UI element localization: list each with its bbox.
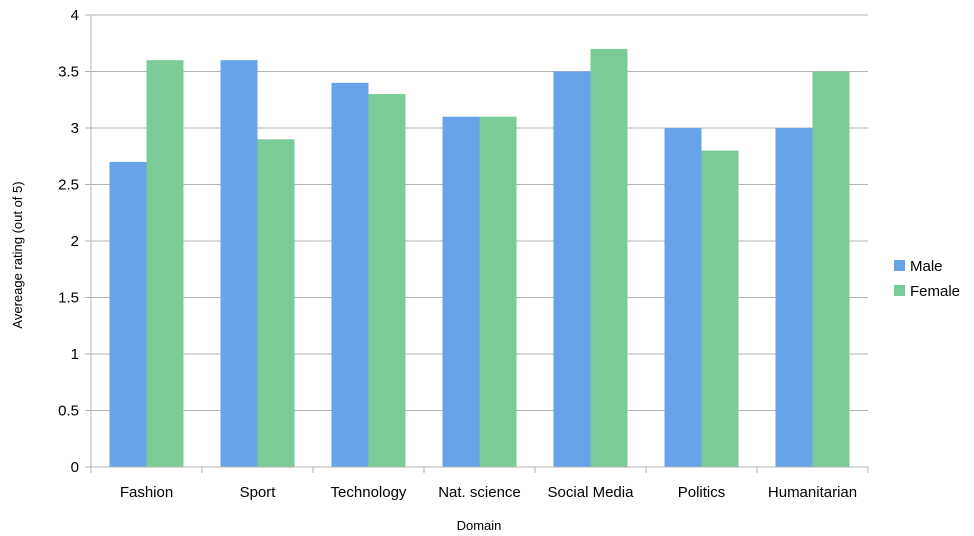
bar-male-sport xyxy=(220,60,258,467)
bar-female-fashion xyxy=(146,60,184,467)
x-tick-label: Fashion xyxy=(120,484,173,501)
bar-female-nat-science xyxy=(479,116,517,467)
y-tick-label: 4 xyxy=(71,7,79,24)
y-tick-label: 1 xyxy=(71,346,79,363)
y-tick-label: 0 xyxy=(71,459,79,476)
y-tick-labels: 0 0.5 1 1.5 2 2.5 3 3.5 4 xyxy=(58,7,79,476)
bar-female-social-media xyxy=(590,48,628,468)
x-tick-label: Humanitarian xyxy=(768,484,857,501)
x-tick-label: Politics xyxy=(678,484,726,501)
legend-label-male: Male xyxy=(910,258,943,275)
y-tick-label: 3.5 xyxy=(58,64,79,81)
x-tick-label: Social Media xyxy=(548,484,635,501)
y-tick-label: 2 xyxy=(71,233,79,250)
legend-swatch-female xyxy=(894,285,905,296)
bar-male-social-media xyxy=(553,71,591,467)
y-axis-label: Avereage rating (out of 5) xyxy=(10,181,25,328)
axes xyxy=(85,14,869,473)
bar-male-fashion xyxy=(109,161,147,467)
x-axis-label: Domain xyxy=(457,518,502,533)
x-tick-label: Technology xyxy=(331,484,407,501)
legend-label-female: Female xyxy=(910,283,960,300)
bar-female-politics xyxy=(701,150,739,467)
x-tick-label: Nat. science xyxy=(438,484,521,501)
bar-male-technology xyxy=(331,82,369,468)
bars xyxy=(109,48,850,468)
bar-female-humanitarian xyxy=(812,71,850,467)
bar-female-technology xyxy=(368,94,406,467)
bar-male-politics xyxy=(664,128,702,467)
y-tick-label: 0.5 xyxy=(58,403,79,420)
bar-female-sport xyxy=(257,139,295,468)
y-tick-label: 1.5 xyxy=(58,290,79,307)
x-tick-labels: Fashion Sport Technology Nat. science Social… xyxy=(120,484,857,501)
bar-male-nat-science xyxy=(442,116,480,467)
legend-swatch-male xyxy=(894,260,905,271)
y-tick-label: 2.5 xyxy=(58,177,79,194)
legend: Male Female xyxy=(894,258,960,300)
y-tick-label: 3 xyxy=(71,120,79,137)
bar-male-humanitarian xyxy=(775,128,813,467)
x-tick-label: Sport xyxy=(240,484,277,501)
